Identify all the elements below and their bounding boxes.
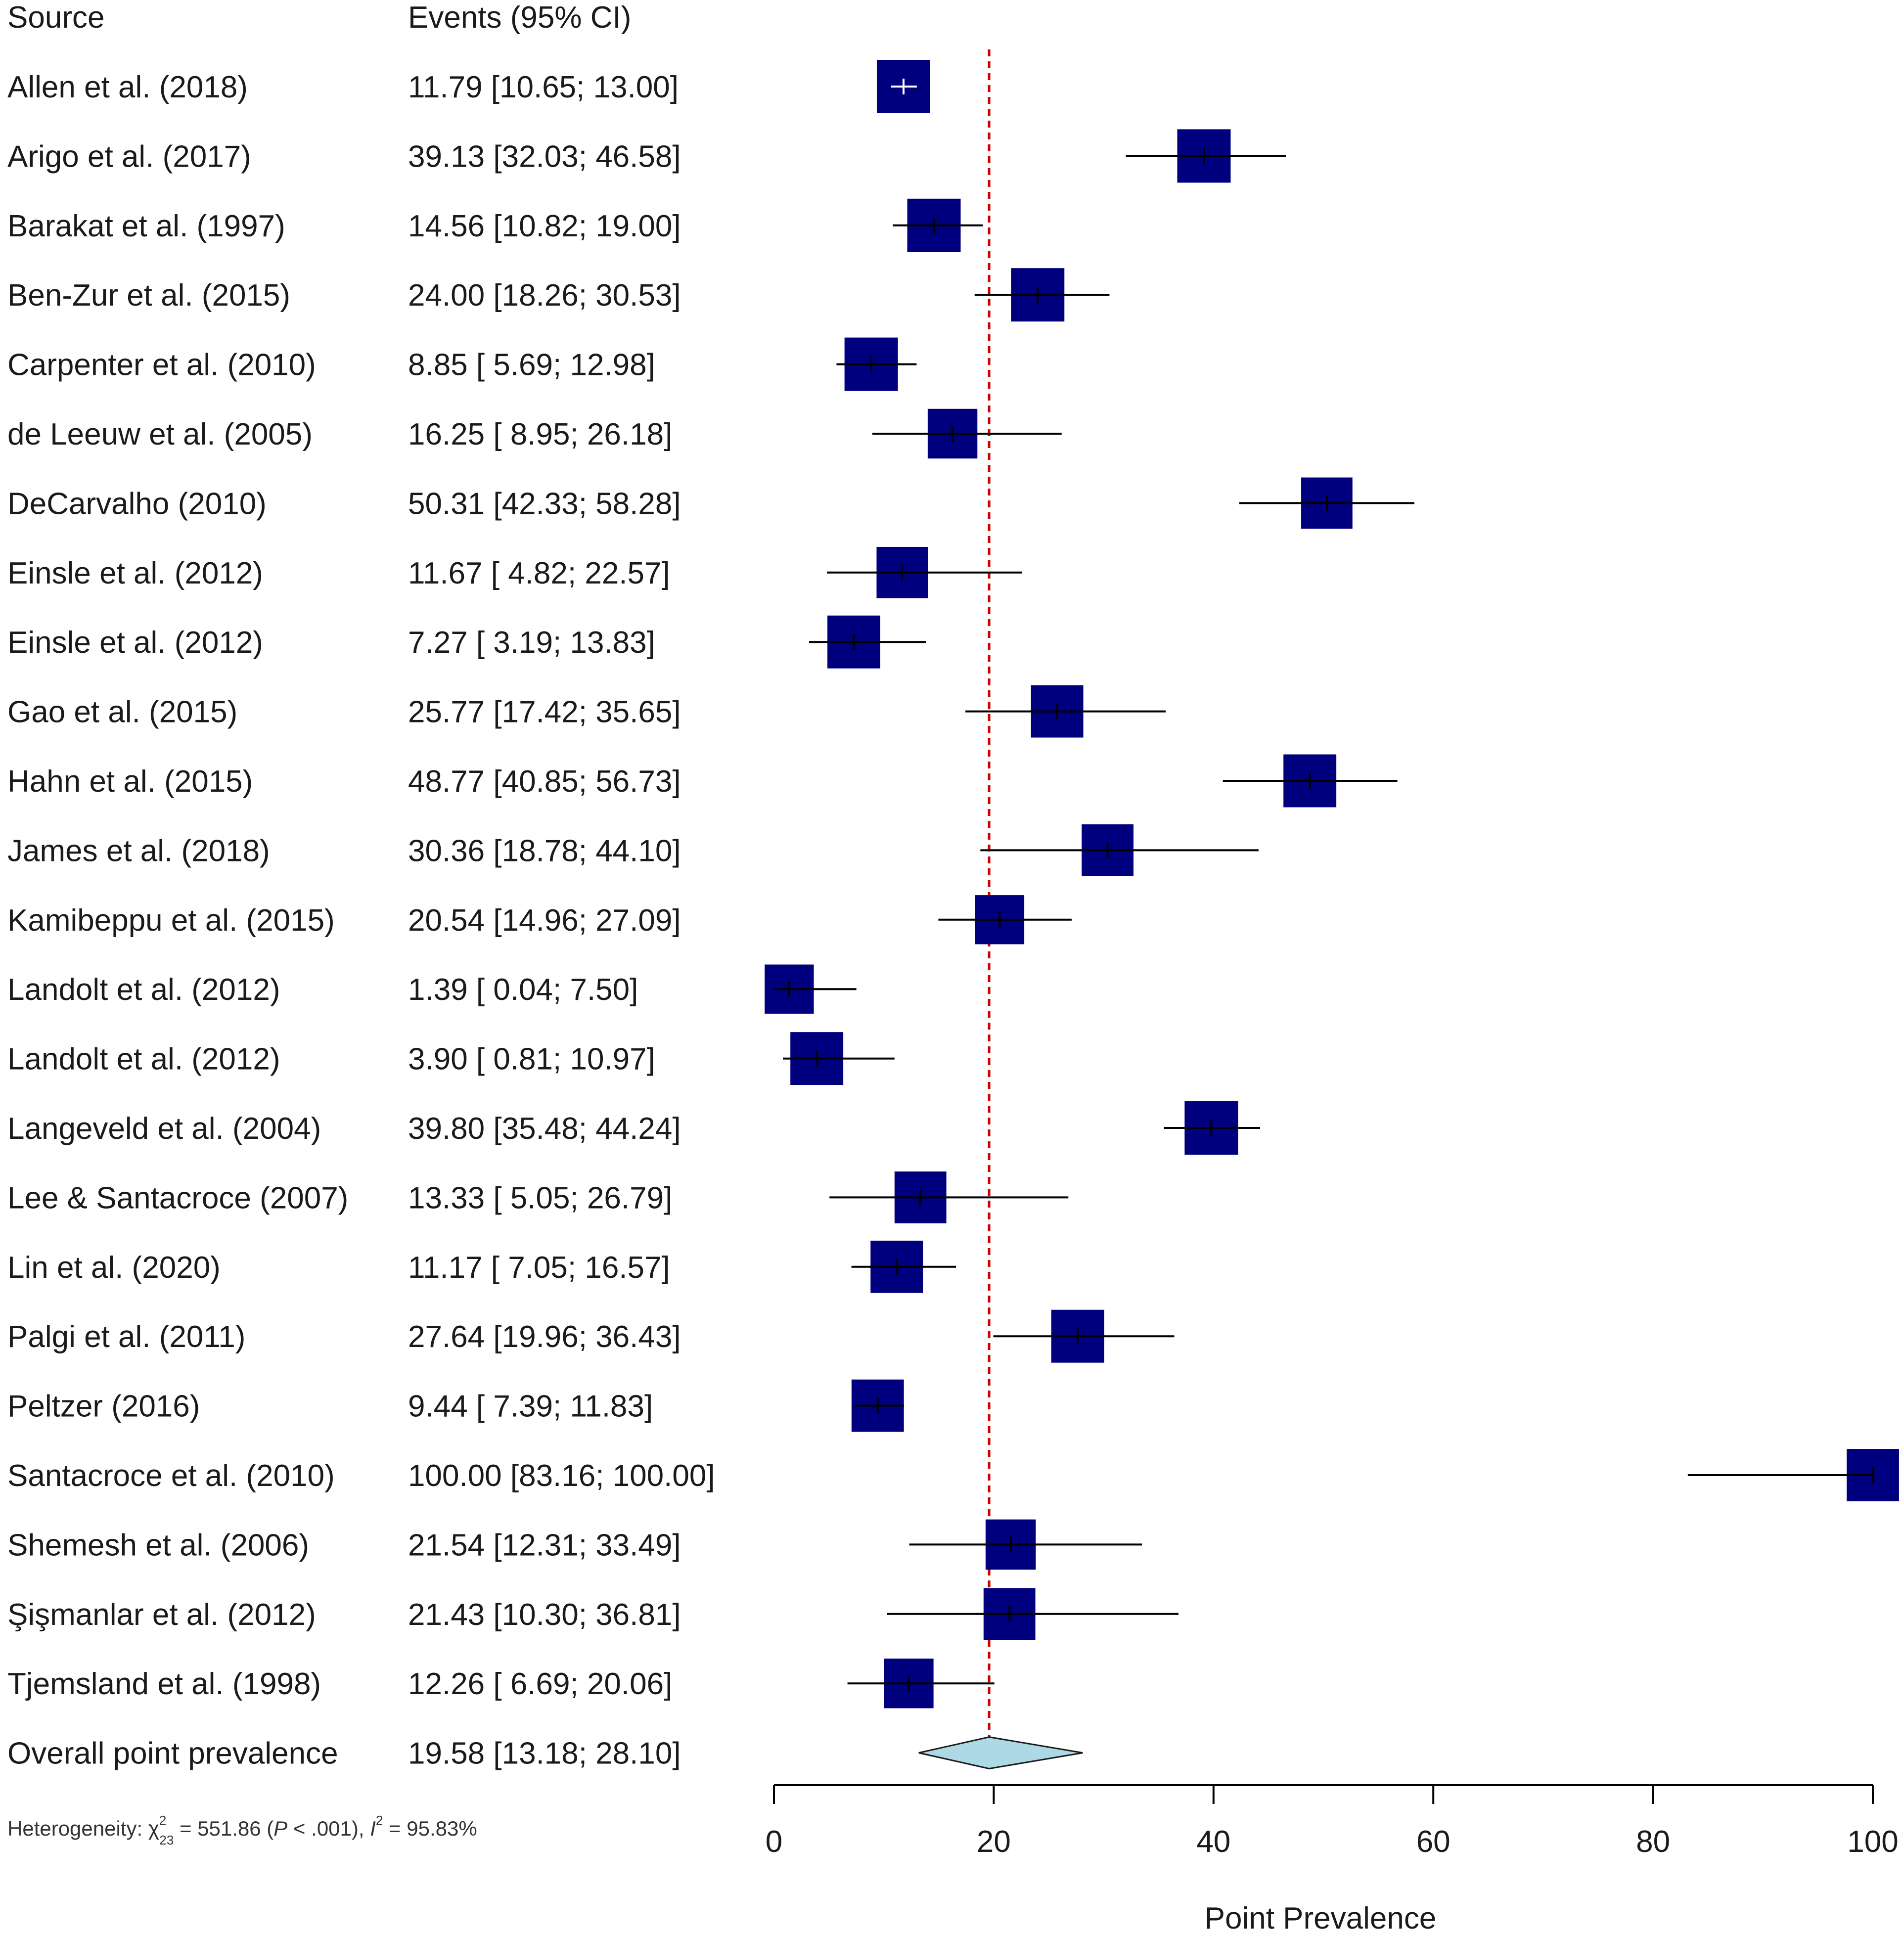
study-estimate-text: 1.39 [ 0.04; 7.50] — [408, 973, 638, 1007]
study-estimate-text: 39.13 [32.03; 46.58] — [408, 139, 681, 174]
study-label: James et al. (2018) — [7, 834, 270, 868]
study-estimate-text: 20.54 [14.96; 27.09] — [408, 903, 681, 938]
study-label: Landolt et al. (2012) — [7, 1042, 280, 1077]
header-source: Source — [7, 0, 104, 35]
x-tick-label: 100 — [1847, 1825, 1898, 1859]
study-label: Shemesh et al. (2006) — [7, 1528, 309, 1562]
study-estimate-text: 25.77 [17.42; 35.65] — [408, 695, 681, 729]
study-estimate-text: 21.43 [10.30; 36.81] — [408, 1598, 681, 1632]
study-label: Barakat et al. (1997) — [7, 209, 285, 243]
study-label: Şişmanlar et al. (2012) — [7, 1598, 316, 1632]
study-estimate-text: 24.00 [18.26; 30.53] — [408, 278, 681, 313]
x-tick-label: 60 — [1416, 1825, 1451, 1859]
overall-label: Overall point prevalence — [7, 1737, 338, 1771]
study-label: de Leeuw et al. (2005) — [7, 417, 313, 451]
study-label: Landolt et al. (2012) — [7, 973, 280, 1007]
study-label: Lee & Santacroce (2007) — [7, 1181, 348, 1215]
study-estimate-text: 12.26 [ 6.69; 20.06] — [408, 1667, 672, 1701]
study-estimate-text: 14.56 [10.82; 19.00] — [408, 209, 681, 243]
study-estimate-text: 48.77 [40.85; 56.73] — [408, 765, 681, 799]
heterogeneity-stat: Heterogeneity: χ2 23 = 551.86 (P < .001),… — [7, 1813, 477, 1847]
study-label: DeCarvalho (2010) — [7, 487, 267, 521]
study-label: Hahn et al. (2015) — [7, 765, 253, 799]
study-label: Peltzer (2016) — [7, 1390, 200, 1424]
study-label: Kamibeppu et al. (2015) — [7, 903, 335, 938]
study-label: Arigo et al. (2017) — [7, 139, 251, 174]
study-estimate-text: 9.44 [ 7.39; 11.83] — [408, 1390, 653, 1424]
study-estimate-text: 21.54 [12.31; 33.49] — [408, 1528, 681, 1562]
study-label: Langeveld et al. (2004) — [7, 1112, 321, 1146]
study-estimate-text: 7.27 [ 3.19; 13.83] — [408, 626, 655, 660]
study-rows: Allen et al. (2018) 11.79 [10.65; 13.00] A… — [7, 70, 715, 1771]
x-axis: 0 20 40 60 80 100 — [766, 1784, 1899, 1859]
study-estimate-text: 3.90 [ 0.81; 10.97] — [408, 1042, 655, 1077]
overall-estimate-text: 19.58 [13.18; 28.10] — [408, 1737, 681, 1771]
study-label: Tjemsland et al. (1998) — [7, 1667, 321, 1701]
study-estimate-text: 8.85 [ 5.69; 12.98] — [408, 348, 655, 382]
study-label: Allen et al. (2018) — [7, 70, 248, 104]
study-estimate-text: 27.64 [19.96; 36.43] — [408, 1320, 681, 1354]
study-estimate-text: 39.80 [35.48; 44.24] — [408, 1112, 681, 1146]
study-label: Palgi et al. (2011) — [7, 1320, 245, 1354]
x-tick-label: 0 — [766, 1825, 782, 1859]
study-label: Ben-Zur et al. (2015) — [7, 278, 290, 313]
study-label: Santacroce et al. (2010) — [7, 1459, 335, 1493]
study-estimate-text: 13.33 [ 5.05; 26.79] — [408, 1181, 672, 1215]
study-label: Einsle et al. (2012) — [7, 556, 263, 590]
plot-marks — [765, 49, 1899, 1770]
x-axis-label: Point Prevalence — [1205, 1901, 1437, 1935]
study-estimate-text: 11.67 [ 4.82; 22.57] — [408, 556, 670, 590]
study-estimate-text: 30.36 [18.78; 44.10] — [408, 834, 681, 868]
x-tick-label: 40 — [1196, 1825, 1230, 1859]
study-estimate-text: 50.31 [42.33; 58.28] — [408, 487, 681, 521]
study-estimate-text: 11.79 [10.65; 13.00] — [408, 70, 679, 104]
study-label: Gao et al. (2015) — [7, 695, 237, 729]
study-label: Einsle et al. (2012) — [7, 626, 263, 660]
study-label: Lin et al. (2020) — [7, 1251, 221, 1285]
study-estimate-text: 11.17 [ 7.05; 16.57] — [408, 1251, 670, 1285]
x-tick-label: 20 — [977, 1825, 1011, 1859]
overall-diamond — [918, 1736, 1083, 1770]
study-label: Carpenter et al. (2010) — [7, 348, 316, 382]
study-estimate-text: 100.00 [83.16; 100.00] — [408, 1459, 715, 1493]
x-tick-label: 80 — [1636, 1825, 1670, 1859]
header-events: Events (95% CI) — [408, 0, 631, 35]
study-estimate-text: 16.25 [ 8.95; 26.18] — [408, 417, 672, 451]
